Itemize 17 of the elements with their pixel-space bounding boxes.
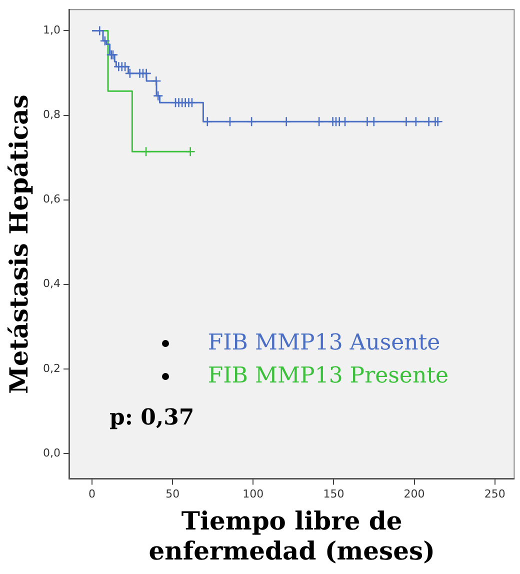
x-tick-label: 100 <box>242 487 264 500</box>
y-tick-label: 0,6 <box>42 192 60 206</box>
x-tick-label: 150 <box>323 487 344 500</box>
x-tick-label: 200 <box>404 487 425 500</box>
y-tick-label: 0,4 <box>42 277 60 290</box>
text: FIB MMP13 Presente <box>208 364 448 389</box>
text: FIB MMP13 Ausente <box>208 330 440 356</box>
y-tick-label: 0,8 <box>42 108 60 122</box>
annotation: p: 0,37 <box>109 404 194 431</box>
x-tick-label: 50 <box>166 487 180 500</box>
y-axis-title: Metástasis Hepáticas <box>4 94 34 394</box>
y-tick-label: 0,0 <box>42 446 60 460</box>
x-tick-label: 0 <box>88 487 96 500</box>
y-tick-label: 1,0 <box>42 24 60 37</box>
y-tick-label: 0,2 <box>42 362 60 375</box>
x-tick-label: 250 <box>484 487 506 500</box>
x-axis-title: Tiempo libre de enfermedad (meses) <box>148 506 435 566</box>
